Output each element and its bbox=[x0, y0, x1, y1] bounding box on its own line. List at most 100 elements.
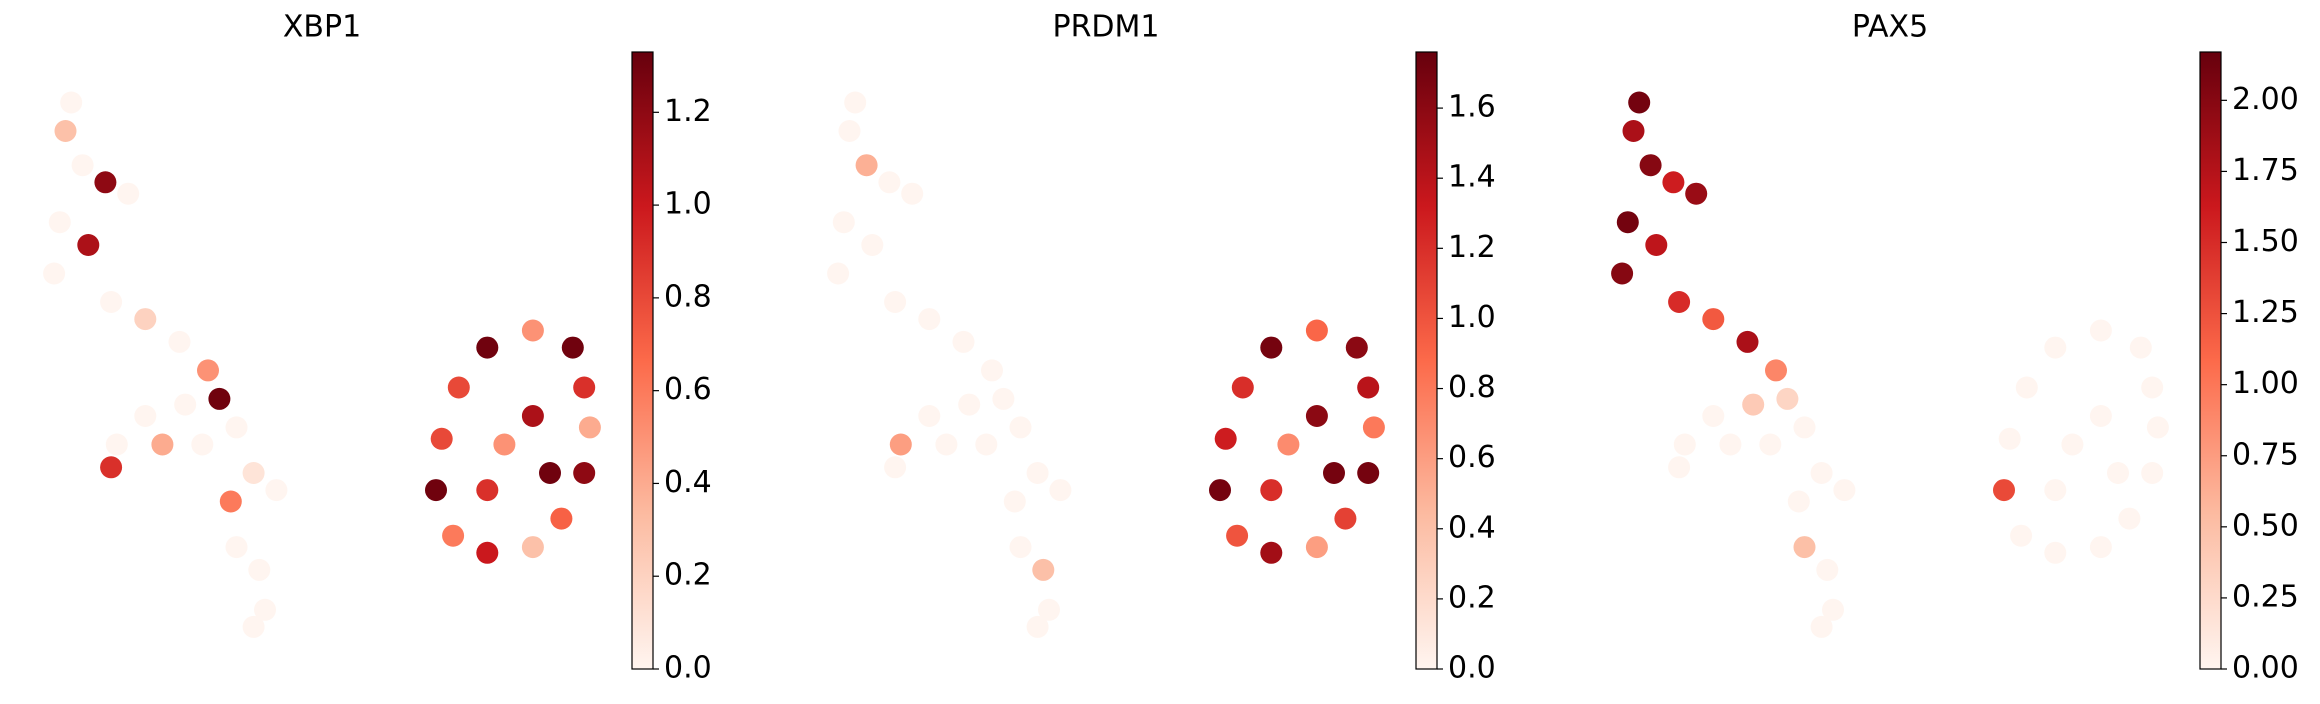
cell-point bbox=[861, 234, 884, 256]
cell-point bbox=[1816, 558, 1839, 581]
cell-point bbox=[1357, 376, 1380, 399]
cell-point bbox=[1305, 536, 1328, 559]
colorbar-tick-label: 0.6 bbox=[664, 372, 712, 407]
cell-point bbox=[1032, 558, 1055, 581]
cell-point bbox=[174, 393, 197, 416]
cell-point bbox=[1998, 427, 2021, 450]
colorbar-tick-label: 2.00 bbox=[2232, 82, 2299, 117]
cell-point bbox=[2089, 536, 2112, 559]
cell-point bbox=[855, 154, 878, 177]
colorbar-tick-label: 0.8 bbox=[1448, 370, 1496, 405]
cell-point bbox=[1611, 262, 1634, 285]
cell-point bbox=[2146, 416, 2169, 439]
cell-point bbox=[1214, 427, 1237, 450]
cell-point bbox=[2129, 336, 2152, 359]
cell-point bbox=[493, 433, 516, 456]
cell-point bbox=[2089, 405, 2112, 427]
cell-point bbox=[1305, 319, 1328, 342]
cell-point bbox=[1719, 433, 1742, 456]
colorbar-tick-label: 0.0 bbox=[1448, 651, 1496, 686]
cell-point bbox=[60, 91, 83, 114]
cell-point bbox=[1810, 462, 1833, 484]
cell-point bbox=[844, 91, 867, 114]
colorbar-tick-label: 1.75 bbox=[2232, 153, 2299, 188]
cell-point bbox=[1009, 536, 1032, 559]
colorbar-tick-label: 1.25 bbox=[2232, 295, 2299, 330]
cell-point bbox=[2044, 541, 2067, 564]
colorbar-tick-label: 0.75 bbox=[2232, 437, 2299, 472]
cell-point bbox=[1226, 524, 1249, 547]
colorbar bbox=[631, 51, 654, 670]
cell-point bbox=[265, 479, 288, 502]
cell-point bbox=[884, 456, 907, 479]
cell-point bbox=[1810, 615, 1833, 638]
cell-point bbox=[77, 234, 100, 256]
cell-point bbox=[1702, 405, 1725, 427]
cell-point bbox=[975, 433, 998, 456]
cell-point bbox=[1026, 462, 1049, 484]
cell-point bbox=[2107, 462, 2129, 484]
cell-point bbox=[430, 427, 453, 450]
cell-point bbox=[254, 598, 276, 621]
cell-point bbox=[197, 359, 219, 382]
cell-point bbox=[1668, 456, 1691, 479]
colorbar-tick-label: 0.50 bbox=[2232, 508, 2299, 543]
cell-point bbox=[219, 490, 242, 513]
colorbar-tick-label: 1.2 bbox=[664, 94, 712, 129]
cell-point bbox=[1776, 387, 1799, 410]
colorbar-tick-label: 1.00 bbox=[2232, 366, 2299, 401]
colorbar-tick-label: 0.4 bbox=[1448, 510, 1496, 545]
cell-point bbox=[71, 154, 94, 177]
cell-point bbox=[952, 330, 975, 353]
cell-point bbox=[476, 479, 499, 502]
cell-point bbox=[981, 359, 1003, 382]
cell-point bbox=[918, 405, 941, 427]
cell-point bbox=[1049, 479, 1072, 502]
cell-point bbox=[539, 462, 561, 484]
cell-point bbox=[878, 171, 901, 194]
colorbar-tick-label: 1.4 bbox=[1448, 160, 1496, 195]
colorbar-tick-label: 0.8 bbox=[664, 279, 712, 314]
cell-point bbox=[578, 416, 601, 439]
cell-point bbox=[2141, 376, 2164, 399]
colorbar-tick-label: 0.25 bbox=[2232, 579, 2299, 614]
cell-point bbox=[1702, 308, 1725, 331]
cell-point bbox=[151, 433, 174, 456]
cell-point bbox=[242, 462, 265, 484]
cell-point bbox=[442, 524, 465, 547]
cell-point bbox=[1622, 120, 1645, 142]
cell-point bbox=[550, 507, 573, 530]
cell-point bbox=[1628, 91, 1651, 114]
cell-point bbox=[1616, 211, 1639, 234]
cell-point bbox=[54, 120, 77, 142]
cell-point bbox=[1759, 433, 1782, 456]
colorbar-tick-label: 0.2 bbox=[664, 558, 712, 593]
cell-point bbox=[2044, 336, 2067, 359]
cell-point bbox=[225, 416, 248, 439]
cell-point bbox=[1334, 507, 1357, 530]
cell-point bbox=[1357, 462, 1380, 484]
cell-point bbox=[117, 182, 140, 205]
cell-point bbox=[884, 291, 907, 313]
cell-point bbox=[1026, 615, 1049, 638]
colorbar-tick-label: 1.50 bbox=[2232, 224, 2299, 259]
cell-point bbox=[248, 558, 271, 581]
cell-point bbox=[43, 262, 66, 285]
cell-point bbox=[832, 211, 855, 234]
cell-point bbox=[1668, 291, 1691, 313]
cell-point bbox=[425, 479, 447, 502]
cell-point bbox=[1277, 433, 1300, 456]
colorbar-tick-label: 0.00 bbox=[2232, 651, 2299, 686]
cell-point bbox=[1323, 462, 1345, 484]
cell-point bbox=[134, 405, 157, 427]
cell-point bbox=[2141, 462, 2164, 484]
cell-point bbox=[1993, 479, 2015, 502]
cell-point bbox=[958, 393, 981, 416]
cell-point bbox=[100, 291, 123, 313]
cell-point bbox=[134, 308, 157, 331]
colorbar-tick-label: 1.6 bbox=[1448, 90, 1496, 125]
cell-point bbox=[1645, 234, 1668, 256]
cell-point bbox=[827, 262, 850, 285]
cell-point bbox=[2015, 376, 2038, 399]
panel-title: PAX5 bbox=[1852, 10, 1928, 45]
